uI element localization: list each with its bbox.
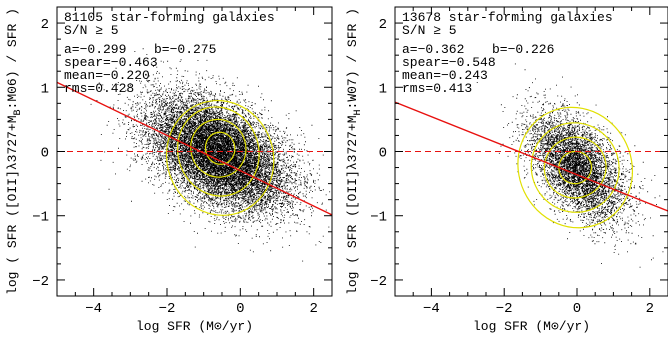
density-contour-2 xyxy=(530,122,620,213)
density-contour-4 xyxy=(558,150,593,185)
annotation-sn-cut: S/N ≥ 5 xyxy=(402,23,457,38)
density-contour-1 xyxy=(517,106,634,229)
annotation-mean: mean=−0.220 xyxy=(64,68,150,83)
annotation-sample-count: 81105 star-forming galaxies xyxy=(64,10,275,25)
x-tick-label: 0 xyxy=(573,301,581,317)
y-axis-title: log ( SFR ([OII]λ3727+MH:W07) / SFR ) xyxy=(345,8,364,295)
data-points xyxy=(90,44,331,262)
annotation-fit-b: b=−0.226 xyxy=(492,42,554,57)
plot-area xyxy=(57,44,332,262)
y-axis-title-tail: :M06) / SFR ) xyxy=(5,8,20,109)
y-tick-label: 0 xyxy=(379,146,387,162)
left-panel: −4 −2 0 2 −2 −1 0 1 2 81105 star-forming galaxies… xyxy=(5,6,333,334)
density-contour-1 xyxy=(165,99,275,216)
x-axis-title: log SFR (M⊙/yr) xyxy=(136,319,253,334)
x-axis-title: log SFR (M⊙/yr) xyxy=(473,319,590,334)
annotation-fit-a: a=−0.299 xyxy=(64,42,126,57)
annotation-spearman: spear=−0.463 xyxy=(64,55,158,70)
annotation-rms: rms=0.413 xyxy=(402,81,472,96)
density-contour-3 xyxy=(190,118,247,178)
y-axis-title-subscript: H xyxy=(353,109,364,115)
y-tick-label: 1 xyxy=(379,81,387,97)
y-axis-title-lead: log ( SFR ([OII]λ3727+M xyxy=(5,116,20,295)
annotation-spearman: spear=−0.548 xyxy=(402,55,496,70)
y-axis-title-subscript: B xyxy=(13,109,24,115)
annotation-sample-count: 13678 star-forming galaxies xyxy=(402,10,613,25)
x-tick-label: 2 xyxy=(646,301,654,317)
x-tick-label: −2 xyxy=(496,301,513,317)
fit-line xyxy=(395,101,668,212)
y-tick-label: −2 xyxy=(370,274,387,290)
x-tick-label: 2 xyxy=(309,301,317,317)
y-tick-label: −1 xyxy=(32,210,49,226)
annotation-rms: rms=0.428 xyxy=(64,81,134,96)
x-tick-label: −4 xyxy=(85,301,102,317)
x-tick-label: −4 xyxy=(423,301,440,317)
plot-area xyxy=(395,63,668,268)
y-axis-title-tail: :W07) / SFR ) xyxy=(345,8,360,109)
y-tick-label: 0 xyxy=(41,146,49,162)
y-axis-title: log ( SFR ([OII]λ3727+MB:M06) / SFR ) xyxy=(5,8,24,295)
density-contour-4 xyxy=(204,131,236,165)
fit-line xyxy=(57,81,332,216)
x-tick-label: 0 xyxy=(236,301,244,317)
y-tick-label: −1 xyxy=(370,210,387,226)
annotation-fit-a: a=−0.362 xyxy=(402,42,464,57)
y-tick-label: 1 xyxy=(41,81,49,97)
x-tick-label: −2 xyxy=(159,301,176,317)
y-tick-label: 2 xyxy=(41,17,49,33)
y-tick-label: 2 xyxy=(379,17,387,33)
y-tick-label: −2 xyxy=(32,274,49,290)
density-contour-2 xyxy=(176,106,260,197)
right-panel: −4 −2 0 2 −2 −1 0 1 2 13678 star-forming galaxies… xyxy=(345,6,668,334)
density-contour-3 xyxy=(543,136,607,199)
annotation-mean: mean=−0.243 xyxy=(402,68,488,83)
annotation-fit-b: b=−0.275 xyxy=(154,42,216,57)
data-points xyxy=(476,63,664,268)
y-axis-title-lead: log ( SFR ([OII]λ3727+M xyxy=(345,116,360,295)
annotation-sn-cut: S/N ≥ 5 xyxy=(64,23,119,38)
